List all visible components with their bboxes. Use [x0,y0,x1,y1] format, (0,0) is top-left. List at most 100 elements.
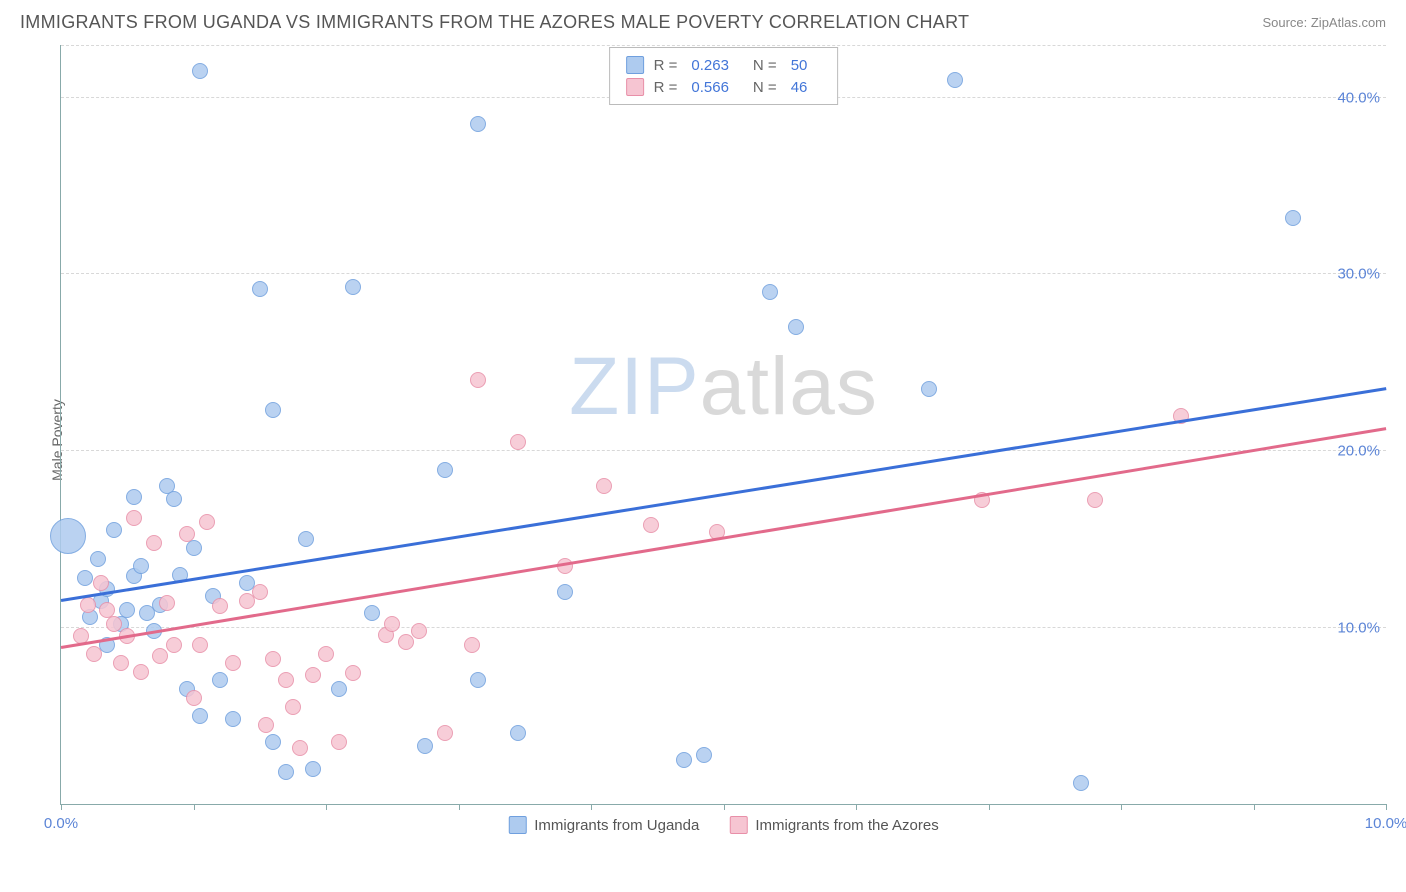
data-point-azores [225,655,241,671]
data-point-azores [133,664,149,680]
data-point-azores [252,584,268,600]
x-tick [1121,804,1122,810]
data-point-azores [331,734,347,750]
data-point-uganda [437,462,453,478]
gridline [61,273,1386,274]
gridline [61,450,1386,451]
x-tick [591,804,592,810]
data-point-uganda [186,540,202,556]
chart-container: Male Poverty ZIPatlas R =0.263 N =50 R =… [50,45,1386,835]
data-point-uganda [50,518,86,554]
data-point-uganda [192,708,208,724]
data-point-azores [411,623,427,639]
series-legend: Immigrants from Uganda Immigrants from t… [508,816,938,834]
data-point-uganda [133,558,149,574]
data-point-azores [278,672,294,688]
data-point-uganda [265,402,281,418]
trend-line-uganda [61,387,1386,601]
data-point-azores [305,667,321,683]
data-point-azores [265,651,281,667]
x-tick [459,804,460,810]
data-point-azores [106,616,122,632]
x-tick-label: 10.0% [1365,815,1406,832]
data-point-azores [126,510,142,526]
swatch-azores [626,78,644,96]
x-tick [1254,804,1255,810]
data-point-azores [212,598,228,614]
data-point-uganda [470,672,486,688]
x-tick [194,804,195,810]
data-point-azores [464,637,480,653]
data-point-uganda [1285,210,1301,226]
data-point-uganda [470,116,486,132]
data-point-azores [113,655,129,671]
data-point-uganda [305,761,321,777]
data-point-uganda [212,672,228,688]
data-point-uganda [126,489,142,505]
x-tick [326,804,327,810]
data-point-azores [470,372,486,388]
gridline [61,627,1386,628]
data-point-azores [179,526,195,542]
data-point-uganda [510,725,526,741]
data-point-uganda [947,72,963,88]
data-point-azores [643,517,659,533]
data-point-azores [345,665,361,681]
swatch-uganda [626,56,644,74]
x-tick [61,804,62,810]
data-point-azores [437,725,453,741]
gridline [61,45,1386,46]
data-point-azores [596,478,612,494]
y-tick-label: 40.0% [1337,89,1380,106]
legend-item-azores: Immigrants from the Azores [729,816,938,834]
source-label: Source: ZipAtlas.com [1262,15,1386,30]
x-tick [724,804,725,810]
data-point-azores [159,595,175,611]
y-tick-label: 20.0% [1337,442,1380,459]
data-point-azores [199,514,215,530]
y-tick-label: 30.0% [1337,266,1380,283]
data-point-azores [318,646,334,662]
data-point-azores [93,575,109,591]
data-point-uganda [417,738,433,754]
data-point-azores [192,637,208,653]
data-point-azores [258,717,274,733]
data-point-azores [80,597,96,613]
x-tick-label: 0.0% [44,815,78,832]
data-point-azores [152,648,168,664]
swatch-uganda-bottom [508,816,526,834]
legend-row-azores: R =0.566 N =46 [626,76,822,98]
data-point-azores [510,434,526,450]
data-point-azores [384,616,400,632]
data-point-azores [1087,492,1103,508]
data-point-azores [186,690,202,706]
trend-line-azores [61,427,1386,648]
watermark: ZIPatlas [569,340,878,434]
legend-row-uganda: R =0.263 N =50 [626,54,822,76]
data-point-uganda [364,605,380,621]
data-point-azores [398,634,414,650]
data-point-uganda [166,491,182,507]
x-tick [856,804,857,810]
data-point-uganda [762,284,778,300]
data-point-uganda [298,531,314,547]
data-point-uganda [676,752,692,768]
data-point-uganda [557,584,573,600]
data-point-uganda [331,681,347,697]
data-point-uganda [788,319,804,335]
data-point-uganda [345,279,361,295]
chart-title: IMMIGRANTS FROM UGANDA VS IMMIGRANTS FRO… [20,12,969,33]
data-point-azores [292,740,308,756]
correlation-legend: R =0.263 N =50 R =0.566 N =46 [609,47,839,105]
data-point-uganda [696,747,712,763]
y-tick-label: 10.0% [1337,619,1380,636]
data-point-uganda [921,381,937,397]
swatch-azores-bottom [729,816,747,834]
data-point-uganda [90,551,106,567]
data-point-azores [146,535,162,551]
data-point-uganda [106,522,122,538]
plot-area: ZIPatlas R =0.263 N =50 R =0.566 N =46 I… [60,45,1386,805]
data-point-uganda [225,711,241,727]
data-point-uganda [192,63,208,79]
data-point-uganda [265,734,281,750]
